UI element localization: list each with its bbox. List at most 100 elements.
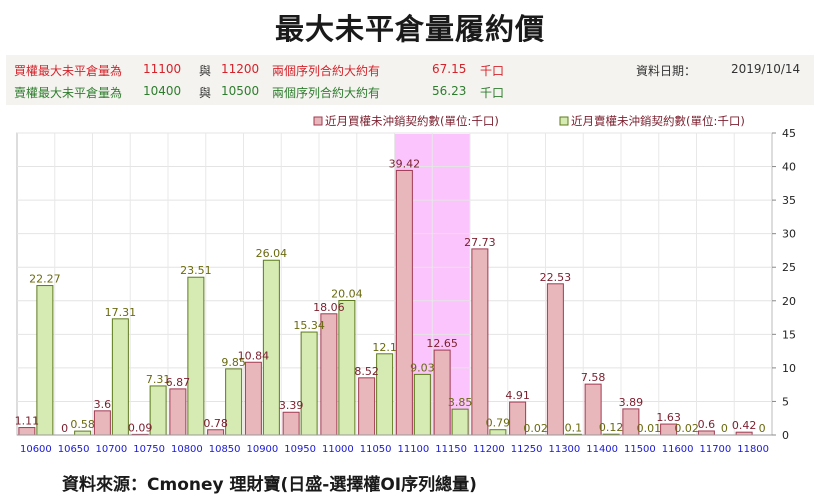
put-value-label: 9.03 bbox=[410, 361, 435, 374]
put-bar bbox=[225, 368, 243, 436]
call-unit: 千口 bbox=[480, 64, 505, 78]
y-tick-label: 10 bbox=[782, 362, 796, 375]
put-value-label: 0.01 bbox=[637, 422, 662, 435]
put-value-label: 0 bbox=[759, 422, 766, 435]
put-bar bbox=[338, 300, 356, 436]
x-tick-label: 11800 bbox=[737, 444, 769, 455]
x-tick-label: 11100 bbox=[397, 444, 429, 455]
put-value-label: 9.85 bbox=[221, 356, 246, 369]
y-tick-label: 0 bbox=[782, 429, 789, 442]
put-unit: 千口 bbox=[480, 86, 505, 100]
x-tick-label: 10750 bbox=[133, 444, 165, 455]
call-value-label: 22.53 bbox=[540, 271, 572, 284]
put-bar bbox=[451, 408, 469, 436]
put-bar bbox=[376, 353, 394, 436]
x-tick-label: 11050 bbox=[360, 444, 392, 455]
call-value-label: 8.52 bbox=[354, 365, 379, 378]
call-bar bbox=[395, 169, 413, 436]
call-value-label: 0 bbox=[61, 422, 68, 435]
put-summary-label: 賣權最大未平倉量為 bbox=[14, 86, 123, 100]
x-tick-label: 10600 bbox=[20, 444, 52, 455]
call-value-label: 3.39 bbox=[279, 399, 304, 412]
legend-call-label: 近月買權未沖銷契約數(單位:千口) bbox=[325, 114, 499, 128]
put-value-label: 12.1 bbox=[372, 341, 397, 354]
call-bar bbox=[244, 361, 262, 436]
x-tick-label: 10900 bbox=[246, 444, 278, 455]
x-tick-label: 10950 bbox=[284, 444, 316, 455]
date-value: 2019/10/14 bbox=[731, 62, 801, 76]
put-value-label: 0.12 bbox=[599, 421, 624, 434]
data-source: 資料來源：Cmoney 理財寶(日盛-選擇權OI序列總量) bbox=[62, 475, 477, 495]
call-value-label: 18.06 bbox=[313, 301, 345, 314]
put-value-label: 23.51 bbox=[180, 264, 212, 277]
put-value-label: 26.04 bbox=[256, 247, 288, 260]
call-value-label: 0.09 bbox=[128, 421, 153, 434]
call-value-label: 1.63 bbox=[656, 411, 681, 424]
put-value-label: 20.04 bbox=[331, 288, 363, 301]
call-bar bbox=[471, 248, 489, 436]
put-bar bbox=[489, 429, 507, 436]
put-value-label: 7.31 bbox=[146, 373, 171, 386]
call-desc: 兩個序列合約大約有 bbox=[272, 64, 381, 78]
put-bar bbox=[36, 285, 54, 436]
x-tick-label: 11250 bbox=[511, 444, 543, 455]
put-bar bbox=[262, 259, 280, 436]
put-summary-row: 賣權最大未平倉量為 10400 與 10500 兩個序列合約大約有 56.23 … bbox=[14, 84, 504, 101]
call-value-label: 0.6 bbox=[698, 418, 716, 431]
call-value-label: 12.65 bbox=[426, 337, 458, 350]
call-value-label: 6.87 bbox=[166, 376, 191, 389]
put-strike-1: 10400 bbox=[143, 84, 182, 98]
call-bar bbox=[18, 427, 36, 436]
call-value-label: 0.42 bbox=[732, 419, 757, 432]
put-value-label: 0.02 bbox=[674, 422, 699, 435]
call-summary-label: 買權最大未平倉量為 bbox=[14, 64, 123, 78]
put-bar bbox=[149, 385, 167, 436]
y-tick-label: 45 bbox=[782, 127, 796, 140]
call-value-label: 27.73 bbox=[464, 236, 496, 249]
put-value-label: 0.1 bbox=[565, 421, 583, 434]
x-tick-label: 11150 bbox=[435, 444, 467, 455]
y-tick-label: 25 bbox=[782, 261, 796, 274]
x-tick-label: 11500 bbox=[624, 444, 656, 455]
call-bar bbox=[697, 430, 715, 436]
call-value-label: 0.78 bbox=[203, 417, 228, 430]
y-tick-label: 5 bbox=[782, 395, 789, 408]
x-tick-label: 11000 bbox=[322, 444, 354, 455]
call-strike-2: 11200 bbox=[221, 62, 260, 76]
legend-put-label: 近月賣權未沖銷契約數(單位:千口) bbox=[571, 114, 745, 128]
call-value-label: 4.91 bbox=[505, 389, 530, 402]
call-bar bbox=[169, 388, 187, 436]
info-panel: 買權最大未平倉量為 11100 與 11200 兩個序列合約大約有 67.15 … bbox=[6, 55, 814, 105]
y-tick-label: 30 bbox=[782, 228, 796, 241]
put-value-label: 3.85 bbox=[448, 396, 473, 409]
call-sep: 與 bbox=[199, 64, 212, 78]
y-tick-label: 35 bbox=[782, 194, 796, 207]
put-value-label: 0.79 bbox=[486, 417, 511, 430]
put-value-label: 0 bbox=[721, 422, 728, 435]
x-tick-label: 10850 bbox=[209, 444, 241, 455]
put-value-label: 15.34 bbox=[293, 319, 325, 332]
page-title: 最大未平倉量履約價 bbox=[274, 12, 545, 46]
y-tick-label: 15 bbox=[782, 328, 796, 341]
call-bar bbox=[546, 283, 564, 436]
x-tick-label: 11300 bbox=[548, 444, 580, 455]
put-bar bbox=[413, 373, 431, 436]
call-bar bbox=[93, 410, 111, 436]
y-tick-label: 40 bbox=[782, 161, 796, 174]
x-tick-label: 10800 bbox=[171, 444, 203, 455]
put-strike-2: 10500 bbox=[221, 84, 260, 98]
call-value: 67.15 bbox=[432, 62, 467, 76]
call-value-label: 1.11 bbox=[15, 415, 40, 428]
y-tick-label: 20 bbox=[782, 295, 796, 308]
call-summary-row: 買權最大未平倉量為 11100 與 11200 兩個序列合約大約有 67.15 … bbox=[14, 62, 504, 79]
call-value-label: 10.84 bbox=[238, 349, 270, 362]
call-strike-1: 11100 bbox=[143, 62, 182, 76]
legend-call-swatch bbox=[313, 116, 323, 126]
call-bar bbox=[358, 377, 376, 436]
x-tick-label: 11200 bbox=[473, 444, 505, 455]
call-value-label: 3.89 bbox=[619, 396, 644, 409]
x-tick-label: 10650 bbox=[58, 444, 90, 455]
put-value: 56.23 bbox=[432, 84, 467, 98]
x-tick-label: 11400 bbox=[586, 444, 618, 455]
